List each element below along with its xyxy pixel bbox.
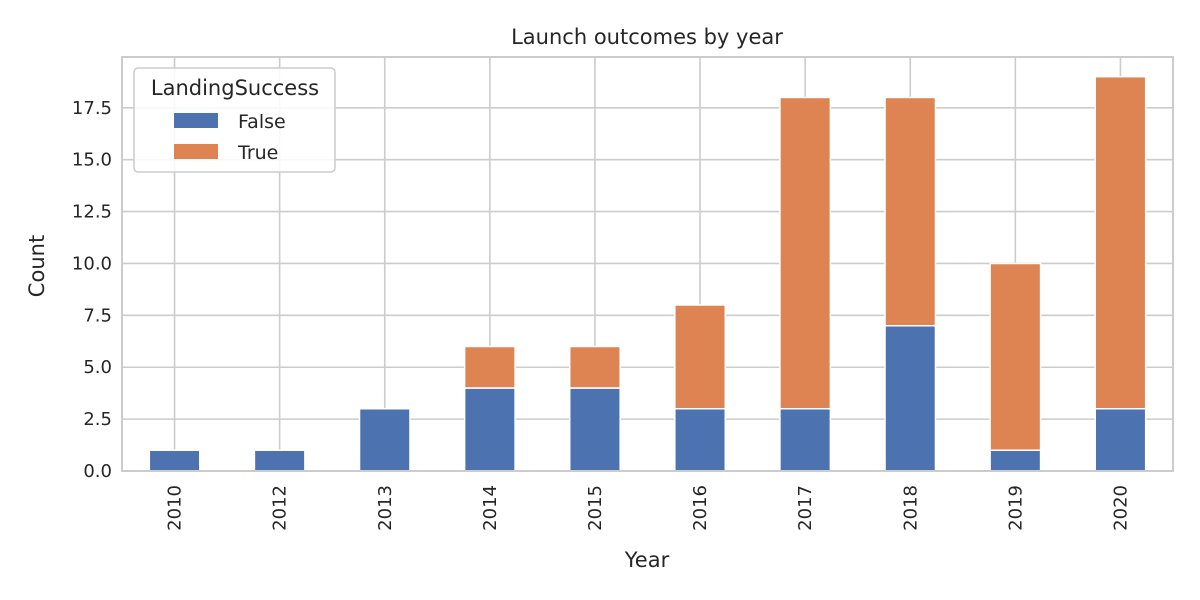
- x-tick-label: 2017: [795, 485, 816, 531]
- bar-true-2016: [674, 304, 727, 410]
- y-tick-label: 17.5: [72, 98, 112, 119]
- bar-false-2010: [148, 449, 201, 472]
- x-tick-label: 2019: [1005, 485, 1026, 531]
- bar-false-2015: [568, 387, 621, 472]
- bar-true-2018: [884, 96, 937, 327]
- y-tick-label: 15.0: [72, 150, 112, 171]
- y-tick-labels: 0.0 2.5 5.0 7.5 10.0 12.5 15.0 17.5: [72, 98, 112, 482]
- x-tick-label: 2015: [585, 485, 606, 531]
- bar-false-2017: [779, 407, 832, 472]
- x-tick-label: 2010: [165, 485, 186, 531]
- legend: LandingSuccess False True: [133, 67, 336, 173]
- y-tick-label: 2.5: [83, 409, 112, 430]
- bar-false-2013: [358, 407, 411, 472]
- x-tick-label: 2016: [690, 485, 711, 531]
- y-tick-label: 5.0: [83, 357, 112, 378]
- y-tick-label: 7.5: [83, 305, 112, 326]
- chart-title: Launch outcomes by year: [511, 25, 783, 49]
- x-tick-labels: 2010 2012 2013 2014 2015 2016 2017 2018 2019 2020: [165, 485, 1132, 531]
- legend-label-false: False: [238, 111, 286, 133]
- bar-true-2019: [989, 262, 1042, 451]
- bar-false-2016: [674, 407, 727, 472]
- bar-false-2018: [884, 324, 937, 472]
- bar-false-2014: [463, 387, 516, 472]
- y-tick-label: 10.0: [72, 253, 112, 274]
- y-tick-label: 0.0: [83, 461, 112, 482]
- legend-swatch-true: [174, 144, 218, 159]
- x-tick-label: 2012: [270, 485, 291, 531]
- x-tick-label: 2018: [900, 485, 921, 531]
- bar-true-2020: [1094, 75, 1147, 410]
- bar-true-2017: [779, 96, 832, 410]
- legend-title: LandingSuccess: [151, 76, 319, 100]
- bar-false-2019: [989, 449, 1042, 472]
- legend-label-true: True: [237, 142, 278, 164]
- bar-true-2015: [568, 345, 621, 389]
- bar-true-2014: [463, 345, 516, 389]
- y-axis-label: Count: [25, 235, 49, 297]
- plot-frame: [121, 56, 1174, 472]
- bars: [148, 75, 1147, 472]
- x-tick-label: 2014: [480, 485, 501, 531]
- bar-false-2020: [1094, 407, 1147, 472]
- x-tick-label: 2020: [1110, 485, 1131, 531]
- bar-false-2012: [253, 449, 306, 472]
- y-tick-label: 12.5: [72, 202, 112, 223]
- x-axis-label: Year: [624, 548, 670, 572]
- x-tick-label: 2013: [375, 485, 396, 531]
- legend-swatch-false: [174, 113, 218, 128]
